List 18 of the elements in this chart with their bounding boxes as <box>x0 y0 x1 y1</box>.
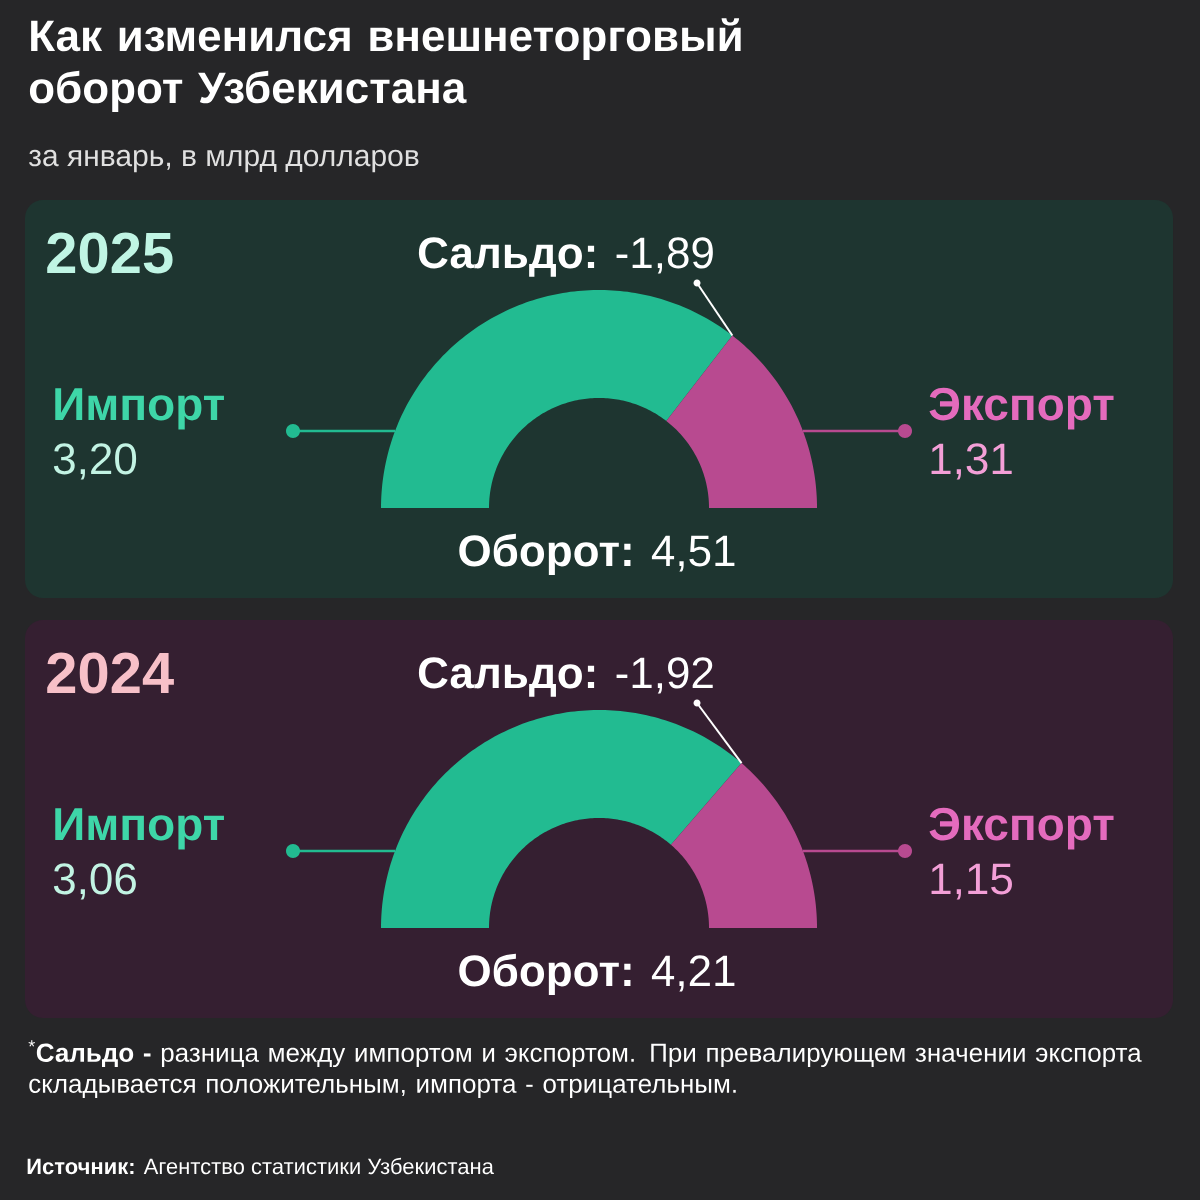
chart-title: 2025 <box>47 232 173 274</box>
legend-label: Экспорт <box>929 387 1114 430</box>
text: Оборот: 4,21 <box>459 953 735 996</box>
chart-title: 2024 <box>47 652 174 694</box>
legend-label: Экспорт <box>929 807 1114 850</box>
slice-label: Импорт <box>55 388 224 430</box>
slice-label: Импорт <box>55 808 224 850</box>
data-label: 3,20 <box>53 443 137 480</box>
data-label: 1,31 <box>931 443 1012 480</box>
text: Сальдо: -1,89 <box>418 237 713 277</box>
text: Сальдо: -1,92 <box>418 657 713 697</box>
text: $^{*}$Сальдо - разница между импортом и экспортом. При превалирующем значении экспорта складывается положительным, импорта - отрицательным. <box>28 1040 1142 1099</box>
text: за январь, в млрд долларов <box>28 149 419 173</box>
data-label: 1,15 <box>931 863 1012 900</box>
text: Как изменился внешнеторговый оборот Узбекистана <box>29 18 741 113</box>
data-label: 3,06 <box>53 863 136 900</box>
text: Оборот: 4,51 <box>459 533 735 576</box>
text: Источник: Агентство статистики Узбекистана <box>27 1157 494 1175</box>
